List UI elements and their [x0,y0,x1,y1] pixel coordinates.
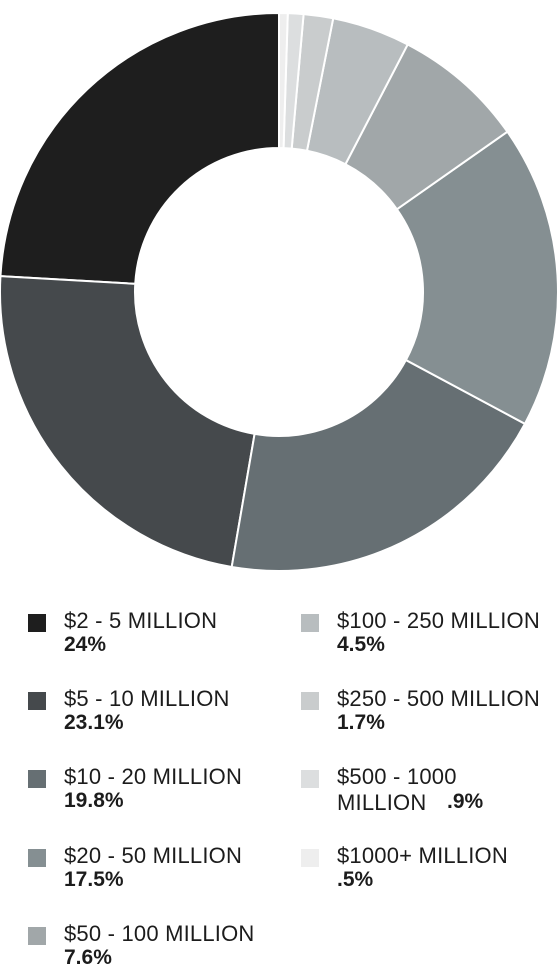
legend-label: $100 - 250 MILLION [337,608,540,633]
legend-label: $2 - 5 MILLION [64,608,218,633]
legend-value: 23.1% [64,711,124,734]
legend-value: 7.6% [64,946,112,969]
donut-chart [0,11,559,572]
legend-value: 4.5% [337,633,385,656]
legend-label: $10 - 20 MILLION [64,764,243,789]
legend-label: $250 - 500 MILLION [337,686,540,711]
legend-swatch [28,692,46,710]
donut-slice-20-50-million [395,130,559,426]
legend-swatch [301,770,319,788]
legend-value: .5% [337,868,374,891]
legend-label: $5 - 10 MILLION [64,686,230,711]
donut-slice-2-5-million [0,11,280,285]
legend-label: $500 - 1000 [337,764,457,789]
donut-slice-10-20-million [230,358,527,572]
legend-swatch [28,770,46,788]
legend-label-line2: MILLION [337,790,427,815]
legend-value: 24% [64,633,107,656]
legend-swatch [301,614,319,632]
legend-label: $20 - 50 MILLION [64,843,243,868]
donut-slice-1000-million [278,11,289,150]
legend-swatch [28,614,46,632]
legend-value: 17.5% [64,868,124,891]
legend-value: 19.8% [64,789,124,812]
legend-swatch [301,849,319,867]
legend-label: $1000+ MILLION [337,843,508,868]
legend-value: 1.7% [337,711,385,734]
legend-value: .9% [447,790,484,813]
legend-swatch [28,927,46,945]
legend-label: $50 - 100 MILLION [64,921,255,946]
legend-swatch [301,692,319,710]
legend-swatch [28,849,46,867]
donut-slice-5-10-million [0,275,256,569]
